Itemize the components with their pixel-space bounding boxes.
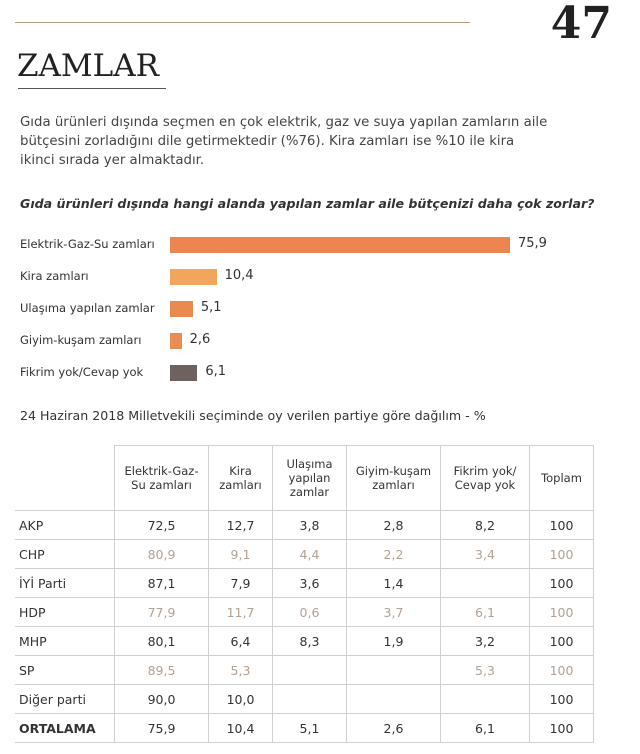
table-row: SP 89,5 5,3 5,3 100 (15, 655, 594, 685)
bar-label: Elektrik-Gaz-Su zamları (20, 237, 155, 251)
table-cell: 6,4 (208, 626, 273, 656)
value-label: 10,4 (224, 268, 254, 283)
intro-text: Gıda ürünleri dışında seçmen en çok elek… (20, 115, 548, 130)
bar-label: Kira zamları (20, 269, 89, 283)
row-label: AKP (15, 510, 115, 540)
table-cell: 5,1 (272, 713, 347, 743)
table-cell: 6,1 (440, 713, 530, 743)
row-label: SP (15, 655, 115, 685)
column-header: Elektrik-Gaz-Su zamları (114, 445, 209, 511)
table-cell (272, 684, 347, 714)
table-cell: 7,9 (208, 568, 273, 598)
value-label: 75,9 (518, 236, 547, 251)
table-cell: 12,7 (208, 510, 273, 540)
table-cell: 5,3 (440, 655, 530, 685)
table-cell: 100 (529, 684, 594, 714)
title-underline (18, 88, 166, 89)
table-cell: 100 (529, 568, 594, 598)
page-number: 47 (550, 0, 612, 49)
row-label: İYİ Parti (15, 568, 115, 598)
table-title: 24 Haziran 2018 Milletvekili seçiminde o… (20, 408, 486, 423)
table-cell: 3,4 (440, 539, 530, 569)
table-cell (440, 684, 530, 714)
table-cell: 75,9 (114, 713, 209, 743)
bar (170, 333, 182, 349)
table-cell: 90,0 (114, 684, 209, 714)
table-cell (346, 655, 441, 685)
table-row: HDP 77,9 11,7 0,6 3,7 6,1 100 (15, 597, 594, 627)
table-cell (346, 684, 441, 714)
bar-label: Giyim-kuşam zamları (20, 333, 142, 347)
rule (15, 22, 470, 23)
table-cell: 100 (529, 713, 594, 743)
table-cell: 11,7 (208, 597, 273, 627)
bar (170, 269, 217, 285)
table-cell: 3,7 (346, 597, 441, 627)
value-label: 6,1 (205, 364, 226, 379)
table-cell: 100 (529, 539, 594, 569)
section-title: ZAMLAR (17, 48, 159, 84)
row-label: ORTALAMA (15, 713, 115, 743)
bar (170, 365, 198, 381)
column-header: Fikrim yok/ Cevap yok (440, 445, 530, 511)
table-cell: 100 (529, 626, 594, 656)
row-label: CHP (15, 539, 115, 569)
data-table: Elektrik-Gaz-Su zamları Kira zamları Ulaşı… (15, 445, 594, 743)
row-label: Diğer parti (15, 684, 115, 714)
table-cell: 80,9 (114, 539, 209, 569)
chart-title: Gıda ürünleri dışında hangi alanda yapıl… (20, 196, 595, 211)
table-cell: 10,0 (208, 684, 273, 714)
column-header (15, 445, 115, 511)
table-cell: 3,2 (440, 626, 530, 656)
bar-label: Ulaşıma yapılan zamlar (20, 301, 155, 315)
column-header: Kira zamları (208, 445, 273, 511)
table-cell (440, 568, 530, 598)
column-header: Ulaşıma yapılan zamlar (272, 445, 347, 511)
bar (170, 301, 193, 317)
table-cell: 100 (529, 655, 594, 685)
table-cell (272, 655, 347, 685)
bar (170, 237, 510, 253)
table-cell: 2,8 (346, 510, 441, 540)
table-cell: 6,1 (440, 597, 530, 627)
table-cell: 77,9 (114, 597, 209, 627)
table-cell: 100 (529, 597, 594, 627)
column-header: Toplam (529, 445, 594, 511)
table-cell: 10,4 (208, 713, 273, 743)
table-row: İYİ Parti 87,1 7,9 3,6 1,4 100 (15, 568, 594, 598)
table-cell: 5,3 (208, 655, 273, 685)
table-cell: 89,5 (114, 655, 209, 685)
table-cell: 2,6 (346, 713, 441, 743)
table-cell: 3,8 (272, 510, 347, 540)
value-label: 2,6 (189, 332, 211, 347)
table-row: MHP 80,1 6,4 8,3 1,9 3,2 100 (15, 626, 594, 656)
row-label: MHP (15, 626, 115, 656)
table-row: Diğer parti 90,0 10,0 100 (15, 684, 594, 714)
bar-label: Fikrim yok/Cevap yok (20, 365, 144, 379)
table-cell: 8,3 (272, 626, 347, 656)
table-cell: 4,4 (272, 539, 347, 569)
intro-text: ikinci sırada yer almaktadır. (20, 153, 205, 168)
table-cell: 1,4 (346, 568, 441, 598)
table-cell: 2,2 (346, 539, 441, 569)
table-cell: 0,6 (272, 597, 347, 627)
value-label: 5,1 (200, 300, 222, 315)
column-header: Giyim-kuşam zamları (346, 445, 441, 511)
table-cell: 87,1 (114, 568, 209, 598)
header-row: Elektrik-Gaz-Su zamları Kira zamları Ulaşı… (15, 445, 594, 511)
table-cell: 3,6 (272, 568, 347, 598)
table-cell: 8,2 (440, 510, 530, 540)
intro-text: bütçesini zorladığını dile getirmektedir… (20, 134, 515, 149)
table-cell: 80,1 (114, 626, 209, 656)
row-label: HDP (15, 597, 115, 627)
table-cell: 100 (529, 510, 594, 540)
table-row: AKP 72,5 12,7 3,8 2,8 8,2 100 (15, 510, 594, 540)
table-row: ORTALAMA 75,9 10,4 5,1 2,6 6,1 100 (15, 713, 594, 743)
table-cell: 72,5 (114, 510, 209, 540)
table-cell: 1,9 (346, 626, 441, 656)
table-cell: 9,1 (208, 539, 273, 569)
table-row: CHP 80,9 9,1 4,4 2,2 3,4 100 (15, 539, 594, 569)
